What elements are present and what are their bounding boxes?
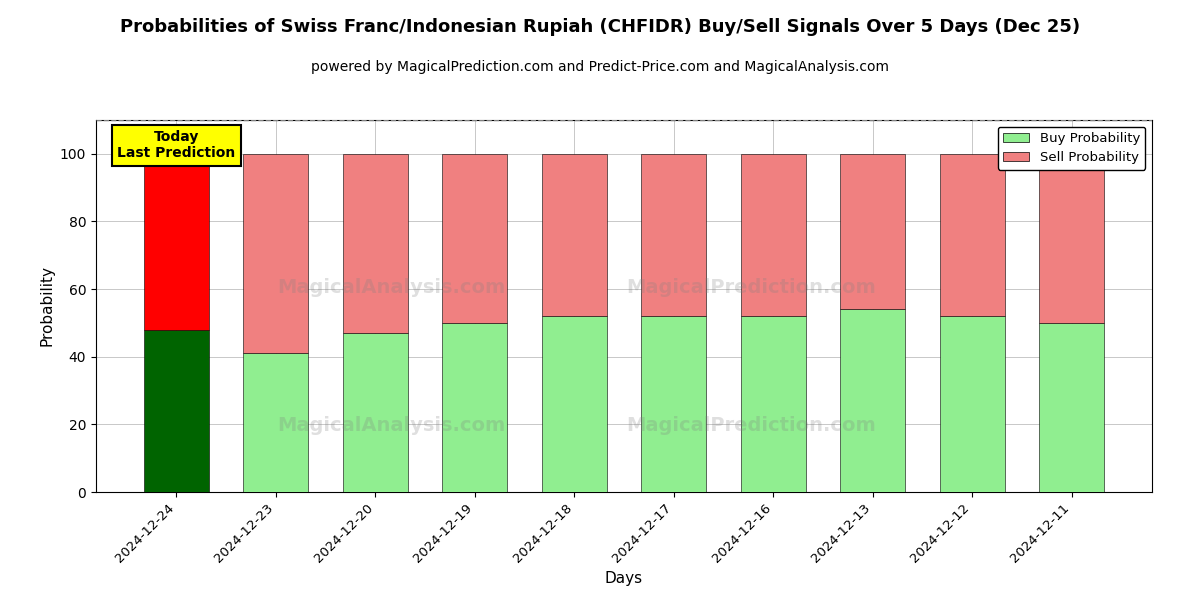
Legend: Buy Probability, Sell Probability: Buy Probability, Sell Probability bbox=[997, 127, 1146, 170]
Bar bbox=[642, 154, 706, 316]
Text: MagicalAnalysis.com: MagicalAnalysis.com bbox=[277, 278, 506, 297]
Bar bbox=[840, 310, 905, 492]
Bar bbox=[144, 154, 209, 329]
Text: MagicalPrediction.com: MagicalPrediction.com bbox=[626, 278, 876, 297]
Bar bbox=[343, 154, 408, 333]
Bar bbox=[144, 329, 209, 492]
Bar bbox=[840, 154, 905, 310]
Bar bbox=[542, 154, 606, 316]
Bar bbox=[740, 154, 805, 316]
Bar bbox=[244, 154, 308, 353]
Text: Probabilities of Swiss Franc/Indonesian Rupiah (CHFIDR) Buy/Sell Signals Over 5 : Probabilities of Swiss Franc/Indonesian … bbox=[120, 18, 1080, 36]
Bar bbox=[443, 154, 508, 323]
Bar bbox=[1039, 323, 1104, 492]
Y-axis label: Probability: Probability bbox=[40, 265, 54, 346]
Bar bbox=[542, 316, 606, 492]
Bar bbox=[1039, 154, 1104, 323]
X-axis label: Days: Days bbox=[605, 571, 643, 586]
Text: MagicalAnalysis.com: MagicalAnalysis.com bbox=[277, 416, 506, 434]
Bar bbox=[343, 333, 408, 492]
Bar bbox=[443, 323, 508, 492]
Text: Today
Last Prediction: Today Last Prediction bbox=[118, 130, 235, 160]
Bar bbox=[740, 316, 805, 492]
Bar bbox=[940, 316, 1004, 492]
Bar bbox=[642, 316, 706, 492]
Text: powered by MagicalPrediction.com and Predict-Price.com and MagicalAnalysis.com: powered by MagicalPrediction.com and Pre… bbox=[311, 60, 889, 74]
Text: MagicalPrediction.com: MagicalPrediction.com bbox=[626, 416, 876, 434]
Bar bbox=[940, 154, 1004, 316]
Bar bbox=[244, 353, 308, 492]
